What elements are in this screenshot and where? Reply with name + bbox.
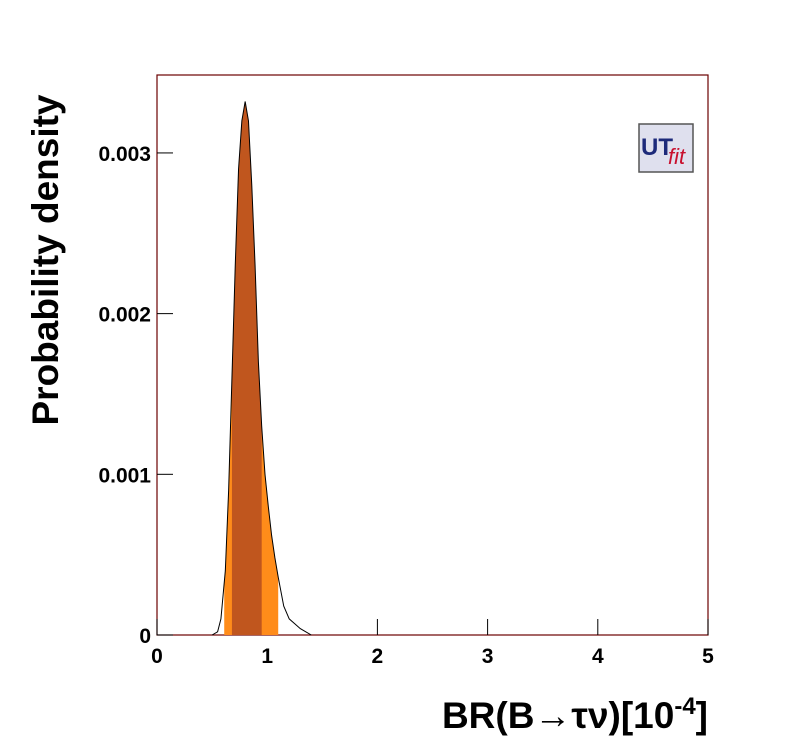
x-tick-label: 5 <box>702 645 714 668</box>
interval-68 <box>231 101 262 635</box>
x-tick-label: 0 <box>151 645 163 668</box>
x-tick-label: 3 <box>482 645 494 668</box>
y-tick-label: 0.002 <box>98 304 151 327</box>
x-label-main: BR(B→τν)[10 <box>442 695 674 736</box>
y-axis-label: Probability density <box>25 94 66 425</box>
y-tick-label: 0 <box>139 625 151 648</box>
y-tick-label: 0.001 <box>98 464 151 487</box>
logo: UT fit <box>638 123 694 173</box>
y-tick-label: 0.003 <box>98 143 151 166</box>
logo-box <box>638 123 694 173</box>
x-tick-label: 1 <box>261 645 273 668</box>
x-axis-label: BR(B→τν)[10-4] <box>442 693 708 736</box>
logo-sub: fit <box>668 144 686 169</box>
x-tick-label: 4 <box>592 645 604 668</box>
density-curve <box>211 101 312 636</box>
logo-main: UT <box>641 134 673 161</box>
x-label-end: ] <box>696 695 708 736</box>
x-tick-label: 2 <box>372 645 384 668</box>
x-label-sup: -4 <box>674 693 696 720</box>
